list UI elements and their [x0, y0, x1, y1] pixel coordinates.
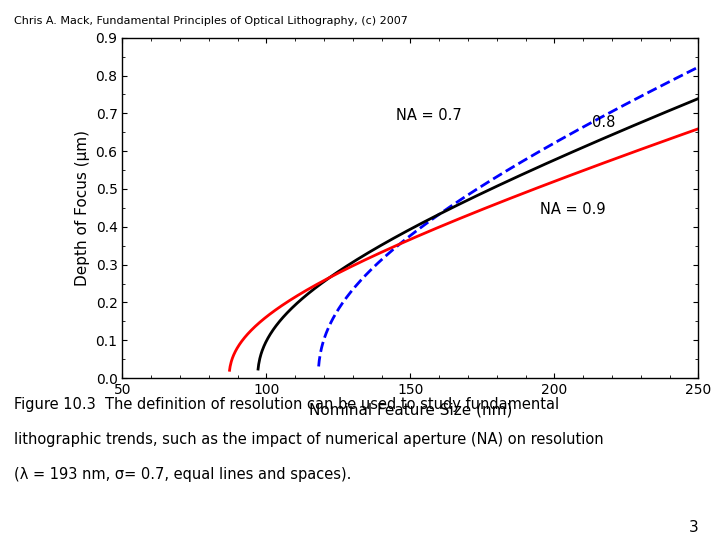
- Text: 0.8: 0.8: [592, 116, 615, 130]
- Text: NA = 0.7: NA = 0.7: [396, 108, 462, 123]
- Text: lithographic trends, such as the impact of numerical aperture (NA) on resolution: lithographic trends, such as the impact …: [14, 432, 604, 447]
- Text: NA = 0.9: NA = 0.9: [540, 202, 606, 217]
- X-axis label: Nominal Feature Size (nm): Nominal Feature Size (nm): [309, 402, 512, 417]
- Text: (λ = 193 nm, σ= 0.7, equal lines and spaces).: (λ = 193 nm, σ= 0.7, equal lines and spa…: [14, 467, 352, 482]
- Text: 3: 3: [688, 519, 698, 535]
- Text: Chris A. Mack, Fundamental Principles of Optical Lithography, (c) 2007: Chris A. Mack, Fundamental Principles of…: [14, 16, 408, 26]
- Text: Figure 10.3  The definition of resolution can be used to study fundamental: Figure 10.3 The definition of resolution…: [14, 397, 559, 412]
- Y-axis label: Depth of Focus (μm): Depth of Focus (μm): [75, 130, 90, 286]
